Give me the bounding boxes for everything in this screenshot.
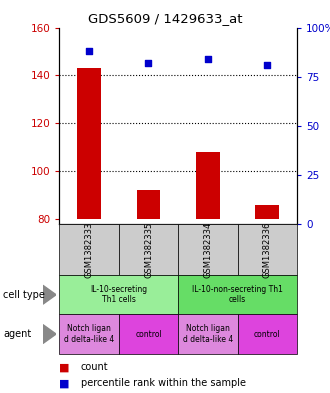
Bar [137,191,160,219]
Text: Notch ligan
d delta-like 4: Notch ligan d delta-like 4 [183,324,233,344]
Text: GSM1382335: GSM1382335 [144,221,153,278]
Text: count: count [81,362,109,373]
Bar [196,152,220,219]
Bar [255,205,279,219]
Text: control: control [254,330,281,338]
Text: ■: ■ [59,378,70,388]
Bar [77,68,101,219]
Text: control: control [135,330,162,338]
Point [86,48,92,54]
Text: GSM1382334: GSM1382334 [203,221,213,278]
Text: IL-10-non-secreting Th1
cells: IL-10-non-secreting Th1 cells [192,285,283,305]
Text: GSM1382333: GSM1382333 [84,221,94,278]
Text: percentile rank within the sample: percentile rank within the sample [81,378,246,388]
Text: GDS5609 / 1429633_at: GDS5609 / 1429633_at [88,12,242,25]
Text: agent: agent [3,329,32,339]
Text: IL-10-secreting
Th1 cells: IL-10-secreting Th1 cells [90,285,148,305]
Polygon shape [43,325,56,343]
Text: Notch ligan
d delta-like 4: Notch ligan d delta-like 4 [64,324,114,344]
Point [265,62,270,68]
Polygon shape [43,285,56,304]
Point [146,60,151,66]
Point [205,56,211,62]
Text: ■: ■ [59,362,70,373]
Text: cell type: cell type [3,290,45,300]
Text: GSM1382336: GSM1382336 [263,221,272,278]
